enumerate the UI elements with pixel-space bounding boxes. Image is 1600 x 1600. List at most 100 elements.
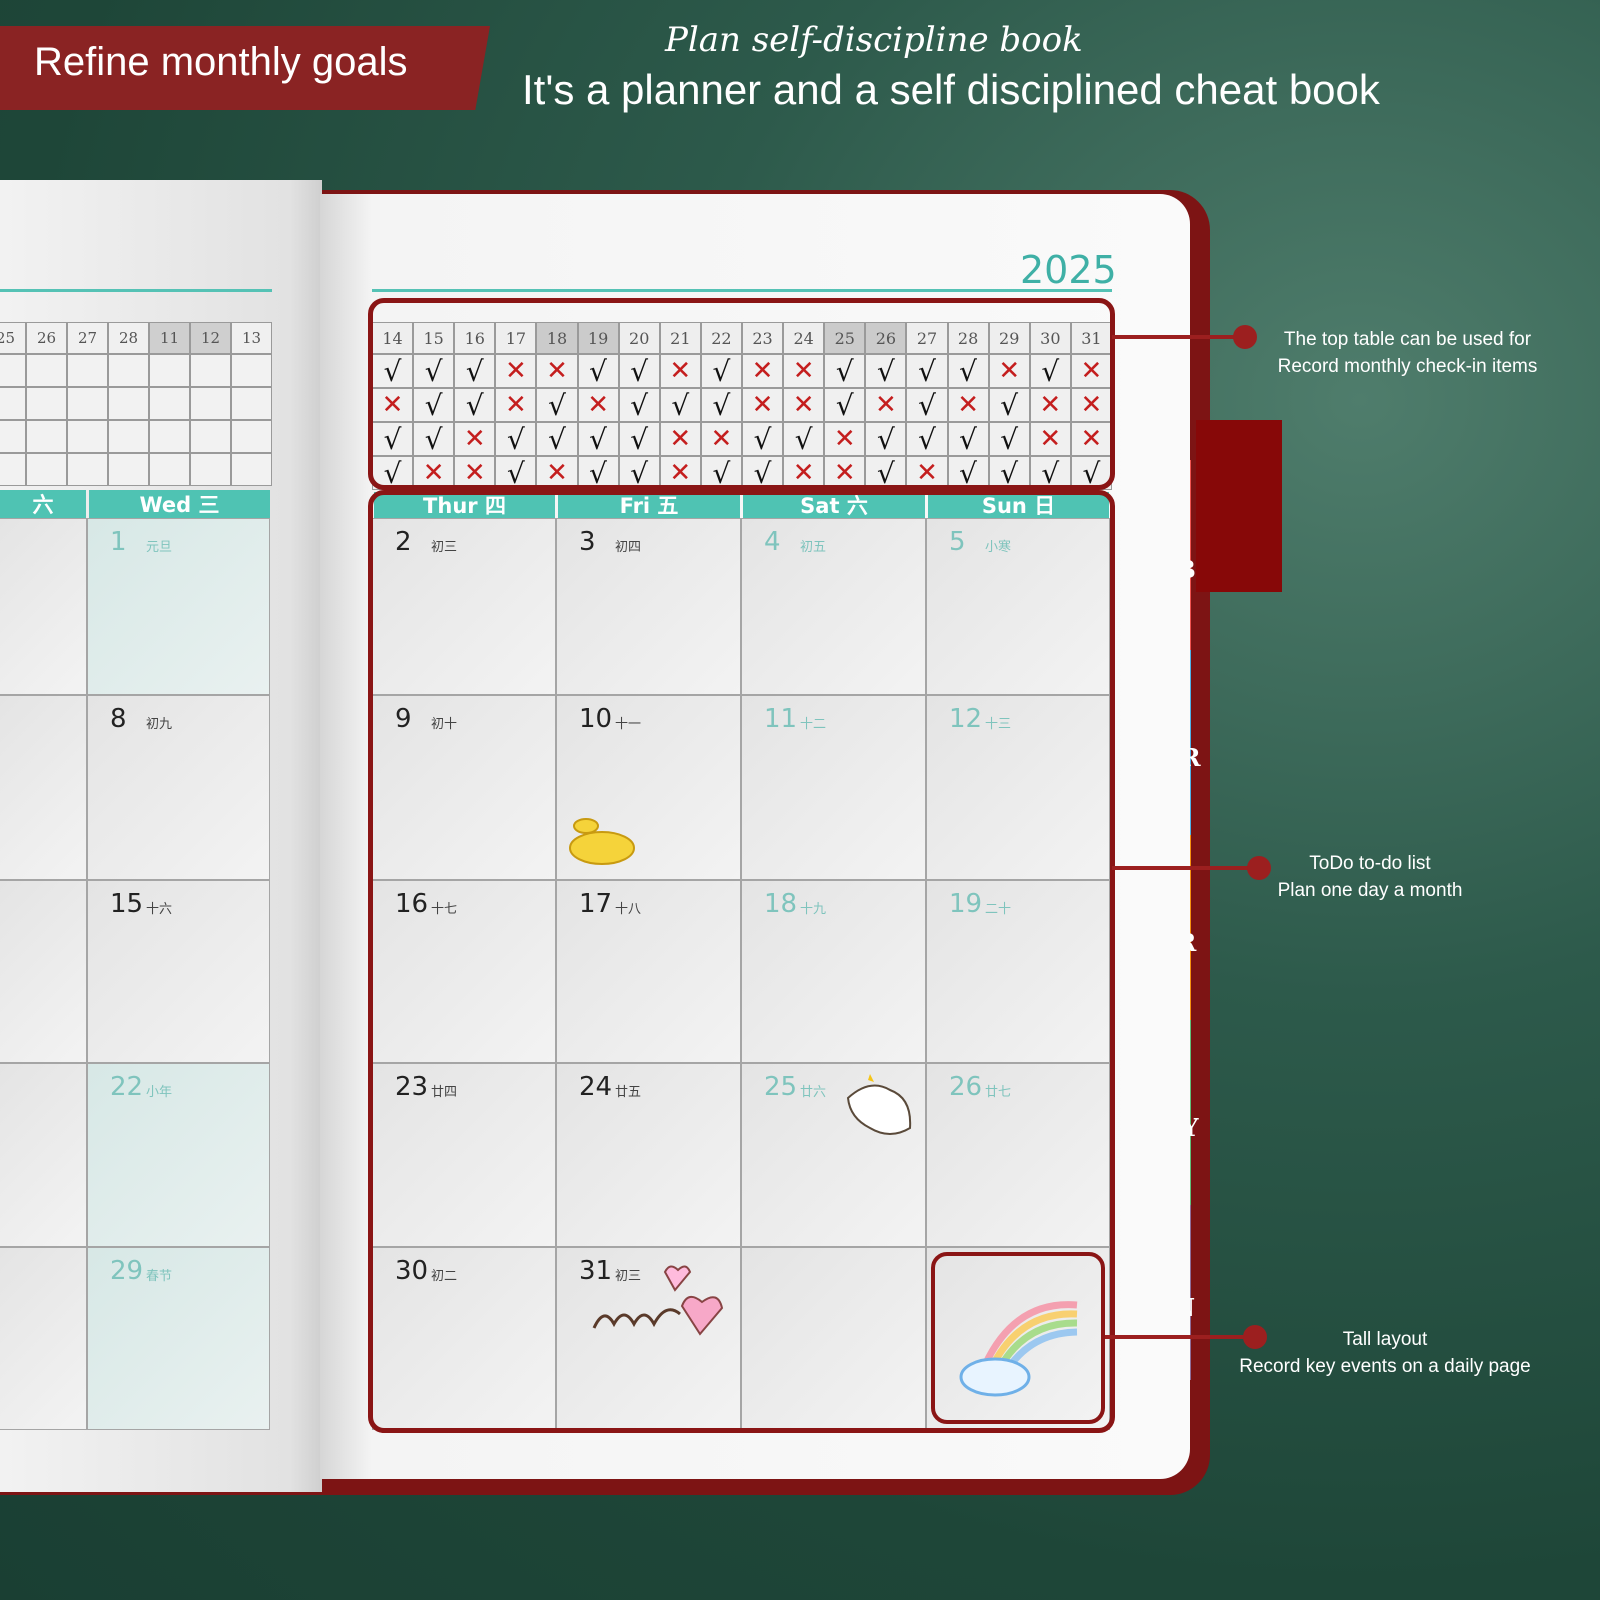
cross-mark-icon[interactable]: ✕ (659, 422, 701, 456)
calendar-cell[interactable] (0, 695, 87, 880)
checkin-cell[interactable] (67, 453, 108, 486)
check-mark-icon[interactable]: √ (454, 354, 496, 388)
check-mark-icon[interactable]: √ (947, 354, 989, 388)
cross-mark-icon[interactable]: ✕ (783, 388, 825, 422)
check-mark-icon[interactable]: √ (413, 422, 455, 456)
calendar-cell[interactable]: 4 初五 (741, 518, 926, 695)
calendar-cell[interactable] (0, 518, 87, 695)
cross-mark-icon[interactable]: ✕ (1070, 422, 1112, 456)
cross-mark-icon[interactable]: ✕ (700, 422, 742, 456)
check-mark-icon[interactable]: √ (988, 388, 1030, 422)
check-mark-icon[interactable]: √ (700, 456, 742, 490)
checkin-cell[interactable] (190, 453, 231, 486)
calendar-cell[interactable]: 29 春节 (87, 1247, 270, 1430)
checkin-cell[interactable] (231, 453, 272, 486)
checkin-cell[interactable] (190, 354, 231, 387)
checkin-cell[interactable] (0, 354, 26, 387)
checkin-cell[interactable] (108, 420, 149, 453)
check-mark-icon[interactable]: √ (618, 456, 660, 490)
check-mark-icon[interactable]: √ (413, 388, 455, 422)
checkin-cell[interactable] (231, 420, 272, 453)
checkin-cell[interactable] (190, 387, 231, 420)
calendar-cell[interactable]: 19 二十 (926, 880, 1110, 1063)
check-mark-icon[interactable]: √ (454, 388, 496, 422)
calendar-cell[interactable]: 9 初十 (372, 695, 556, 880)
check-mark-icon[interactable]: √ (700, 354, 742, 388)
check-mark-icon[interactable]: √ (536, 422, 578, 456)
check-mark-icon[interactable]: √ (618, 422, 660, 456)
calendar-cell[interactable]: 30 初二 (372, 1247, 556, 1430)
checkin-cell[interactable] (26, 387, 67, 420)
checkin-cell[interactable] (67, 420, 108, 453)
check-mark-icon[interactable]: √ (865, 422, 907, 456)
cross-mark-icon[interactable]: ✕ (1029, 388, 1071, 422)
check-mark-icon[interactable]: √ (947, 456, 989, 490)
check-mark-icon[interactable]: √ (988, 456, 1030, 490)
calendar-cell[interactable]: 8 初九 (87, 695, 270, 880)
checkin-cell[interactable] (149, 354, 190, 387)
checkin-cell[interactable] (149, 420, 190, 453)
check-mark-icon[interactable]: √ (865, 456, 907, 490)
checkin-cell[interactable] (108, 354, 149, 387)
check-mark-icon[interactable]: √ (906, 422, 948, 456)
checkin-cell[interactable] (26, 354, 67, 387)
calendar-cell[interactable] (741, 1247, 926, 1430)
calendar-cell[interactable] (0, 1247, 87, 1430)
cross-mark-icon[interactable]: ✕ (1070, 354, 1112, 388)
calendar-cell[interactable]: 12 十三 (926, 695, 1110, 880)
cross-mark-icon[interactable]: ✕ (577, 388, 619, 422)
calendar-cell[interactable]: 24 廿五 (556, 1063, 741, 1247)
check-mark-icon[interactable]: √ (413, 354, 455, 388)
cross-mark-icon[interactable]: ✕ (742, 354, 784, 388)
check-mark-icon[interactable]: √ (618, 388, 660, 422)
checkin-cell[interactable] (231, 387, 272, 420)
check-mark-icon[interactable]: √ (700, 388, 742, 422)
check-mark-icon[interactable]: √ (577, 456, 619, 490)
cross-mark-icon[interactable]: ✕ (413, 456, 455, 490)
cross-mark-icon[interactable]: ✕ (988, 354, 1030, 388)
check-mark-icon[interactable]: √ (536, 388, 578, 422)
calendar-cell[interactable]: 2 初三 (372, 518, 556, 695)
calendar-cell[interactable]: 18 十九 (741, 880, 926, 1063)
calendar-cell[interactable]: 1 元旦 (87, 518, 270, 695)
checkin-cell[interactable] (0, 453, 26, 486)
calendar-cell[interactable]: 26 廿七 (926, 1063, 1110, 1247)
cross-mark-icon[interactable]: ✕ (947, 388, 989, 422)
calendar-cell[interactable]: 16 十七 (372, 880, 556, 1063)
check-mark-icon[interactable]: √ (577, 422, 619, 456)
checkin-cell[interactable] (190, 420, 231, 453)
cross-mark-icon[interactable]: ✕ (865, 388, 907, 422)
cross-mark-icon[interactable]: ✕ (824, 422, 866, 456)
calendar-cell[interactable]: 17 十八 (556, 880, 741, 1063)
check-mark-icon[interactable]: √ (1029, 354, 1071, 388)
cross-mark-icon[interactable]: ✕ (742, 388, 784, 422)
checkin-cell[interactable] (26, 453, 67, 486)
checkin-cell[interactable] (231, 354, 272, 387)
cross-mark-icon[interactable]: ✕ (536, 354, 578, 388)
calendar-cell[interactable]: 22 小年 (87, 1063, 270, 1247)
check-mark-icon[interactable]: √ (618, 354, 660, 388)
cross-mark-icon[interactable]: ✕ (536, 456, 578, 490)
check-mark-icon[interactable]: √ (372, 354, 414, 388)
checkin-cell[interactable] (0, 387, 26, 420)
cross-mark-icon[interactable]: ✕ (824, 456, 866, 490)
checkin-cell[interactable] (26, 420, 67, 453)
cross-mark-icon[interactable]: ✕ (454, 422, 496, 456)
check-mark-icon[interactable]: √ (495, 456, 537, 490)
cross-mark-icon[interactable]: ✕ (906, 456, 948, 490)
calendar-cell[interactable]: 15 十六 (87, 880, 270, 1063)
check-mark-icon[interactable]: √ (783, 422, 825, 456)
cross-mark-icon[interactable]: ✕ (659, 354, 701, 388)
checkin-cell[interactable] (67, 387, 108, 420)
check-mark-icon[interactable]: √ (495, 422, 537, 456)
check-mark-icon[interactable]: √ (372, 422, 414, 456)
calendar-cell[interactable] (0, 880, 87, 1063)
cross-mark-icon[interactable]: ✕ (1029, 422, 1071, 456)
check-mark-icon[interactable]: √ (865, 354, 907, 388)
calendar-cell[interactable] (0, 1063, 87, 1247)
calendar-cell[interactable]: 11 十二 (741, 695, 926, 880)
checkin-cell[interactable] (149, 453, 190, 486)
cross-mark-icon[interactable]: ✕ (495, 354, 537, 388)
cross-mark-icon[interactable]: ✕ (372, 388, 414, 422)
cross-mark-icon[interactable]: ✕ (783, 456, 825, 490)
